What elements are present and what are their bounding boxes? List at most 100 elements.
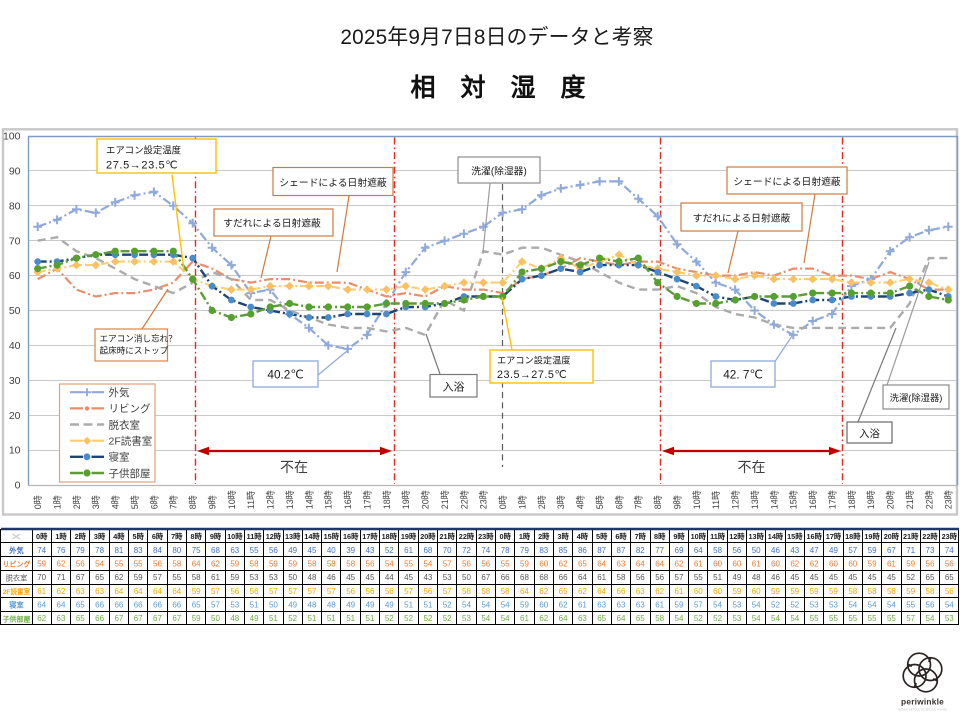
svg-text:20時: 20時 bbox=[420, 532, 436, 541]
svg-text:53: 53 bbox=[230, 601, 239, 610]
svg-text:50: 50 bbox=[211, 614, 220, 623]
svg-text:2時: 2時 bbox=[537, 495, 547, 509]
svg-text:56: 56 bbox=[385, 587, 394, 596]
svg-text:61: 61 bbox=[520, 614, 529, 623]
svg-text:22時: 22時 bbox=[459, 490, 469, 509]
svg-text:6時: 6時 bbox=[614, 495, 624, 509]
svg-text:61: 61 bbox=[655, 601, 664, 610]
svg-text:60: 60 bbox=[713, 587, 722, 596]
svg-text:83: 83 bbox=[134, 546, 143, 555]
svg-text:64: 64 bbox=[520, 587, 529, 596]
svg-text:62: 62 bbox=[559, 601, 568, 610]
svg-text:64: 64 bbox=[134, 587, 143, 596]
svg-text:80: 80 bbox=[172, 546, 181, 555]
svg-text:78: 78 bbox=[501, 546, 510, 555]
svg-text:21時: 21時 bbox=[440, 490, 450, 509]
svg-text:64: 64 bbox=[636, 560, 645, 569]
svg-text:63: 63 bbox=[617, 560, 626, 569]
svg-text:79: 79 bbox=[76, 546, 85, 555]
svg-text:51: 51 bbox=[404, 601, 413, 610]
svg-text:23時: 23時 bbox=[944, 490, 954, 509]
svg-text:59: 59 bbox=[868, 560, 877, 569]
svg-text:49: 49 bbox=[288, 546, 297, 555]
svg-text:27.5→23.5℃: 27.5→23.5℃ bbox=[106, 160, 178, 172]
svg-text:65: 65 bbox=[559, 587, 568, 596]
svg-text:55: 55 bbox=[114, 560, 123, 569]
svg-text:65: 65 bbox=[578, 560, 587, 569]
svg-text:49: 49 bbox=[250, 614, 259, 623]
svg-text:56: 56 bbox=[926, 560, 935, 569]
svg-text:48: 48 bbox=[230, 614, 239, 623]
svg-text:60: 60 bbox=[539, 601, 548, 610]
svg-text:57: 57 bbox=[694, 601, 703, 610]
svg-text:58: 58 bbox=[346, 560, 355, 569]
svg-text:0時: 0時 bbox=[33, 495, 43, 509]
svg-text:84: 84 bbox=[153, 546, 162, 555]
svg-text:12時: 12時 bbox=[266, 532, 282, 541]
svg-text:64: 64 bbox=[37, 601, 46, 610]
svg-text:22時: 22時 bbox=[922, 532, 938, 541]
svg-text:13時: 13時 bbox=[285, 490, 295, 509]
svg-text:55: 55 bbox=[887, 614, 896, 623]
svg-text:67: 67 bbox=[887, 546, 896, 555]
svg-text:53: 53 bbox=[269, 573, 278, 582]
svg-text:52: 52 bbox=[906, 573, 915, 582]
svg-text:11時: 11時 bbox=[711, 491, 721, 509]
svg-text:8時: 8時 bbox=[188, 495, 198, 509]
svg-text:15時: 15時 bbox=[789, 490, 799, 509]
svg-text:67: 67 bbox=[134, 614, 143, 623]
svg-text:58: 58 bbox=[848, 587, 857, 596]
svg-text:56: 56 bbox=[636, 573, 645, 582]
svg-text:58: 58 bbox=[713, 546, 722, 555]
svg-text:寝室: 寝室 bbox=[9, 601, 23, 610]
svg-text:17時: 17時 bbox=[826, 532, 842, 541]
svg-text:8時: 8時 bbox=[654, 532, 666, 541]
svg-text:58: 58 bbox=[192, 573, 201, 582]
svg-text:53: 53 bbox=[945, 614, 954, 623]
svg-text:脱衣室: 脱衣室 bbox=[109, 418, 141, 431]
svg-text:64: 64 bbox=[617, 614, 626, 623]
svg-text:63: 63 bbox=[636, 587, 645, 596]
svg-text:4時: 4時 bbox=[577, 532, 589, 541]
svg-text:65: 65 bbox=[597, 614, 606, 623]
svg-text:61: 61 bbox=[675, 587, 684, 596]
svg-text:56: 56 bbox=[153, 560, 162, 569]
svg-text:48: 48 bbox=[308, 601, 317, 610]
svg-text:49: 49 bbox=[829, 546, 838, 555]
svg-text:74: 74 bbox=[481, 546, 490, 555]
svg-text:18時: 18時 bbox=[845, 532, 861, 541]
svg-text:2時: 2時 bbox=[72, 495, 82, 509]
svg-text:51: 51 bbox=[308, 614, 317, 623]
svg-text:69: 69 bbox=[675, 546, 684, 555]
svg-text:19時: 19時 bbox=[401, 532, 417, 541]
svg-text:64: 64 bbox=[597, 587, 606, 596]
svg-text:57: 57 bbox=[443, 560, 452, 569]
svg-text:62: 62 bbox=[675, 560, 684, 569]
svg-text:55: 55 bbox=[868, 614, 877, 623]
svg-text:19時: 19時 bbox=[864, 532, 880, 541]
svg-text:67: 67 bbox=[172, 614, 181, 623]
svg-text:9時: 9時 bbox=[673, 532, 685, 541]
svg-text:52: 52 bbox=[790, 601, 799, 610]
svg-text:10時: 10時 bbox=[692, 490, 702, 509]
svg-text:子供部屋: 子供部屋 bbox=[3, 614, 31, 623]
svg-text:60: 60 bbox=[539, 560, 548, 569]
svg-text:62: 62 bbox=[559, 560, 568, 569]
svg-text:18時: 18時 bbox=[847, 490, 857, 509]
svg-text:外気: 外気 bbox=[8, 546, 24, 555]
svg-text:21時: 21時 bbox=[903, 532, 919, 541]
svg-text:8時: 8時 bbox=[653, 495, 663, 509]
svg-text:55: 55 bbox=[906, 601, 915, 610]
svg-text:49: 49 bbox=[732, 573, 741, 582]
svg-text:48: 48 bbox=[752, 573, 761, 582]
svg-text:52: 52 bbox=[443, 614, 452, 623]
svg-text:20時: 20時 bbox=[884, 532, 900, 541]
svg-text:51: 51 bbox=[366, 614, 375, 623]
svg-text:すだれによる日射遮蔽: すだれによる日射遮蔽 bbox=[223, 217, 321, 230]
svg-text:58: 58 bbox=[308, 560, 317, 569]
svg-text:5時: 5時 bbox=[595, 495, 605, 509]
svg-text:18時: 18時 bbox=[382, 532, 398, 541]
svg-text:68: 68 bbox=[520, 573, 529, 582]
svg-text:52: 52 bbox=[771, 601, 780, 610]
svg-text:62: 62 bbox=[655, 587, 664, 596]
